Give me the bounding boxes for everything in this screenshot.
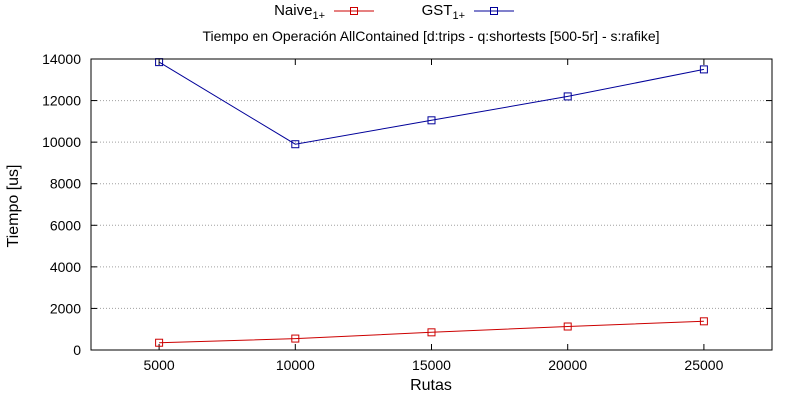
y-tick-label: 4000 xyxy=(50,259,81,275)
data-point xyxy=(699,317,708,326)
y-tick-label: 10000 xyxy=(42,134,81,150)
grid xyxy=(91,100,772,309)
series-gst xyxy=(155,58,708,149)
plot-frame xyxy=(90,58,773,351)
y-tick-label: 14000 xyxy=(42,51,81,67)
data-point xyxy=(427,328,436,337)
x-tick-label: 5000 xyxy=(144,357,175,373)
legend-label: Naive1+ xyxy=(274,2,325,22)
series-line xyxy=(158,61,704,145)
data-point xyxy=(563,322,572,331)
y-tick-label: 2000 xyxy=(50,300,81,316)
y-tick-label: 12000 xyxy=(42,93,81,109)
series-naive xyxy=(155,317,708,347)
ticks: 0 2000 4000 6000 8000 10000 12000 14000 5000 1000… xyxy=(42,51,772,373)
data-point xyxy=(291,140,300,149)
x-tick-label: 10000 xyxy=(276,357,315,373)
series-line xyxy=(159,320,704,344)
legend-marker xyxy=(490,7,498,15)
data-point xyxy=(427,116,436,125)
data-point xyxy=(563,92,572,101)
legend-label-subscript: 1+ xyxy=(312,10,325,22)
legend-label: GST1+ xyxy=(422,2,465,22)
series-layer xyxy=(155,58,708,347)
data-point xyxy=(699,65,708,74)
x-axis-title: Rutas xyxy=(410,377,452,394)
x-tick-label: 25000 xyxy=(684,357,723,373)
data-point xyxy=(291,334,300,343)
legend-label-main: Naive xyxy=(274,2,312,19)
legend-item-naive: Naive1+ xyxy=(274,2,374,22)
legend-item-gst: GST1+ xyxy=(422,2,514,22)
chart-title: Tiempo en Operación AllContained [d:trip… xyxy=(202,28,659,44)
y-tick-label: 8000 xyxy=(50,176,81,192)
data-point xyxy=(155,338,164,347)
legend: Naive1+ GST1+ xyxy=(274,2,514,22)
x-tick-label: 20000 xyxy=(548,357,587,373)
legend-label-subscript: 1+ xyxy=(452,10,465,22)
y-axis-title: Tiempo [us] xyxy=(5,165,22,248)
x-tick-label: 15000 xyxy=(412,357,451,373)
y-tick-label: 0 xyxy=(73,342,81,358)
legend-marker xyxy=(350,7,358,15)
legend-label-main: GST xyxy=(422,2,453,19)
y-tick-label: 6000 xyxy=(50,217,81,233)
